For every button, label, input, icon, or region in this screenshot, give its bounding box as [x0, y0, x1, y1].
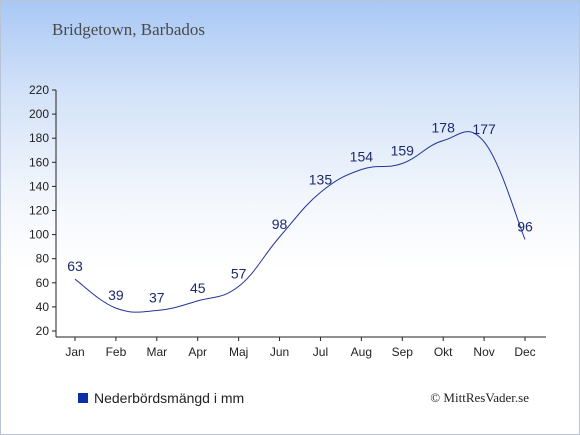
data-label: 45: [190, 280, 206, 296]
y-tick-label: 120: [29, 204, 49, 218]
data-label: 63: [67, 258, 83, 274]
x-tick-label: Nov: [473, 345, 494, 359]
data-label: 57: [231, 265, 247, 281]
y-tick-label: 180: [29, 131, 49, 145]
data-label: 96: [517, 218, 533, 234]
x-tick-label: Jun: [270, 345, 289, 359]
x-tick-label: Maj: [229, 345, 248, 359]
y-tick-label: 200: [29, 107, 49, 121]
x-tick-label: Sep: [392, 345, 414, 359]
legend-label: Nederbördsmängd i mm: [94, 390, 245, 406]
data-label: 135: [309, 171, 333, 187]
x-tick-label: Dec: [514, 345, 535, 359]
x-tick-label: Jul: [313, 345, 328, 359]
tick-labels: 20 40 60 80 100 120 140 160 180 200 220 Jan Feb Mar Ap…: [29, 83, 536, 359]
data-label: 154: [350, 149, 374, 165]
legend-swatch: [78, 393, 88, 403]
y-tick-label: 20: [36, 324, 50, 338]
x-tick-label: Mar: [146, 345, 167, 359]
series-line: [74, 131, 526, 313]
x-tick-label: Feb: [106, 345, 127, 359]
y-tick-label: 100: [29, 228, 49, 242]
legend: Nederbördsmängd i mm: [78, 390, 244, 406]
y-tick-label: 80: [36, 252, 50, 266]
data-label: 39: [108, 287, 124, 303]
y-tick-label: 220: [29, 83, 49, 97]
x-tick-label: Aug: [351, 345, 372, 359]
data-label: 177: [472, 121, 496, 137]
y-tick-label: 40: [36, 300, 50, 314]
y-tick-label: 140: [29, 179, 49, 193]
data-labels: 63 39 37 45 57 98 135 154 159 178 177 96: [67, 120, 533, 306]
data-label: 37: [149, 290, 165, 306]
x-tick-label: Jan: [65, 345, 84, 359]
data-label: 159: [391, 143, 415, 159]
data-label: 98: [272, 216, 288, 232]
chart-title: Bridgetown, Barbados: [52, 20, 205, 39]
x-tick-label: Apr: [188, 345, 207, 359]
x-tick-label: Okt: [434, 345, 453, 359]
data-label: 178: [432, 120, 456, 136]
copyright-text: © MittResVader.se: [430, 390, 529, 405]
y-tick-label: 60: [36, 276, 50, 290]
axes: [52, 89, 546, 341]
y-tick-label: 160: [29, 155, 49, 169]
